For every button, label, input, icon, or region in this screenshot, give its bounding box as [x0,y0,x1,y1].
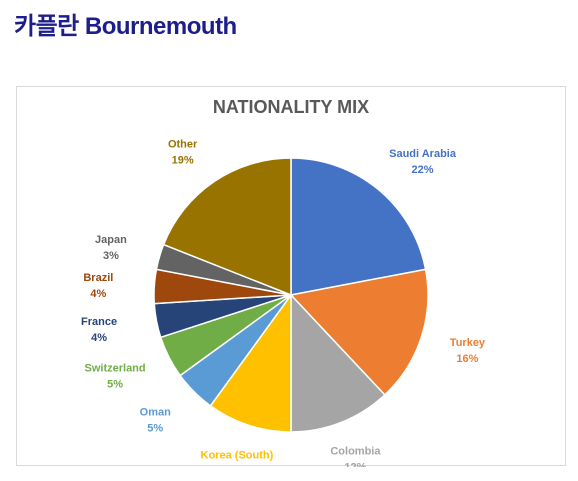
pie-slice-korea-south [209,292,292,433]
slice-label: Saudi Arabia 22% [389,148,457,176]
slice-label: Japan 3% [95,234,127,262]
slice-label: Turkey 16% [450,337,486,365]
pie-slice-colombia [290,293,386,433]
chart-title: NATIONALITY MIX [212,97,370,117]
slice-label: Switzerland 5% [85,362,146,390]
pie-chart: NATIONALITY MIX Saudi Arabia 22% Turkey 16%… [16,86,566,467]
pie-slice-other [162,157,292,297]
slice-label: France 4% [81,316,117,344]
pie-slice-saudi-arabia [290,157,427,296]
slice-label: Other 19% [168,138,198,166]
pie-slice-turkey [289,268,429,396]
slice-label: Colombia12% [330,446,381,467]
page-heading: 카플란 Bournemouth [14,13,237,40]
slice-label: Brazil 4% [83,272,113,300]
slice-label: Oman 5% [140,407,171,435]
slice-label: Korea (South)10% [201,449,274,467]
